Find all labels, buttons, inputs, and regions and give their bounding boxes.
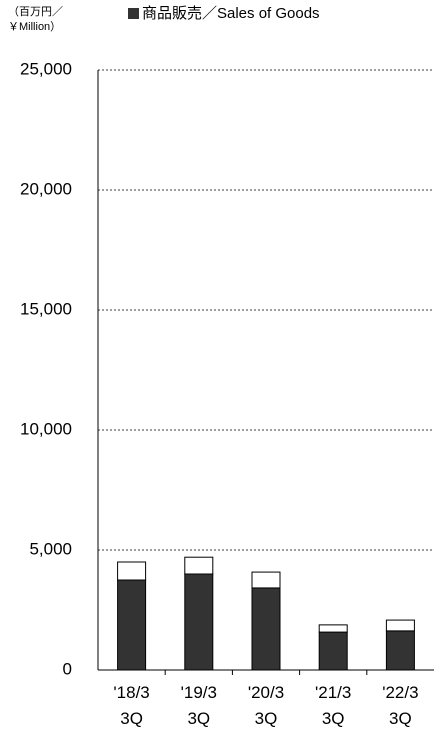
legend-label: 商品販売／Sales of Goods bbox=[142, 5, 320, 22]
bar-segment bbox=[318, 624, 348, 633]
y-tick-label: 15,000 bbox=[20, 299, 72, 318]
legend-swatch bbox=[128, 8, 139, 19]
bar-segment bbox=[318, 631, 348, 671]
bar-segment bbox=[184, 573, 214, 671]
bar-segment bbox=[184, 556, 214, 575]
y-tick-label: 5,000 bbox=[29, 539, 72, 558]
bar-segment bbox=[117, 561, 147, 581]
x-tick-label: '21/3 3Q bbox=[315, 683, 351, 728]
y-tick-label: 20,000 bbox=[20, 179, 72, 198]
y-tick-label: 25,000 bbox=[20, 59, 72, 78]
bar-segment bbox=[385, 630, 415, 671]
y-unit-label: ￥Million） bbox=[8, 20, 61, 33]
x-tick-label: '19/3 3Q bbox=[181, 683, 217, 728]
bar-segment bbox=[117, 579, 147, 671]
bar-segment bbox=[385, 619, 415, 632]
x-tick-label: '22/3 3Q bbox=[382, 683, 418, 728]
bar-segment bbox=[251, 587, 281, 671]
y-tick-label: 0 bbox=[63, 659, 72, 678]
y-tick-label: 10,000 bbox=[20, 419, 72, 438]
x-tick-label: '20/3 3Q bbox=[248, 683, 284, 728]
x-tick-label: '18/3 3Q bbox=[113, 683, 149, 728]
bar-segment bbox=[251, 571, 281, 589]
y-unit-label: （百万円／ bbox=[8, 5, 63, 18]
